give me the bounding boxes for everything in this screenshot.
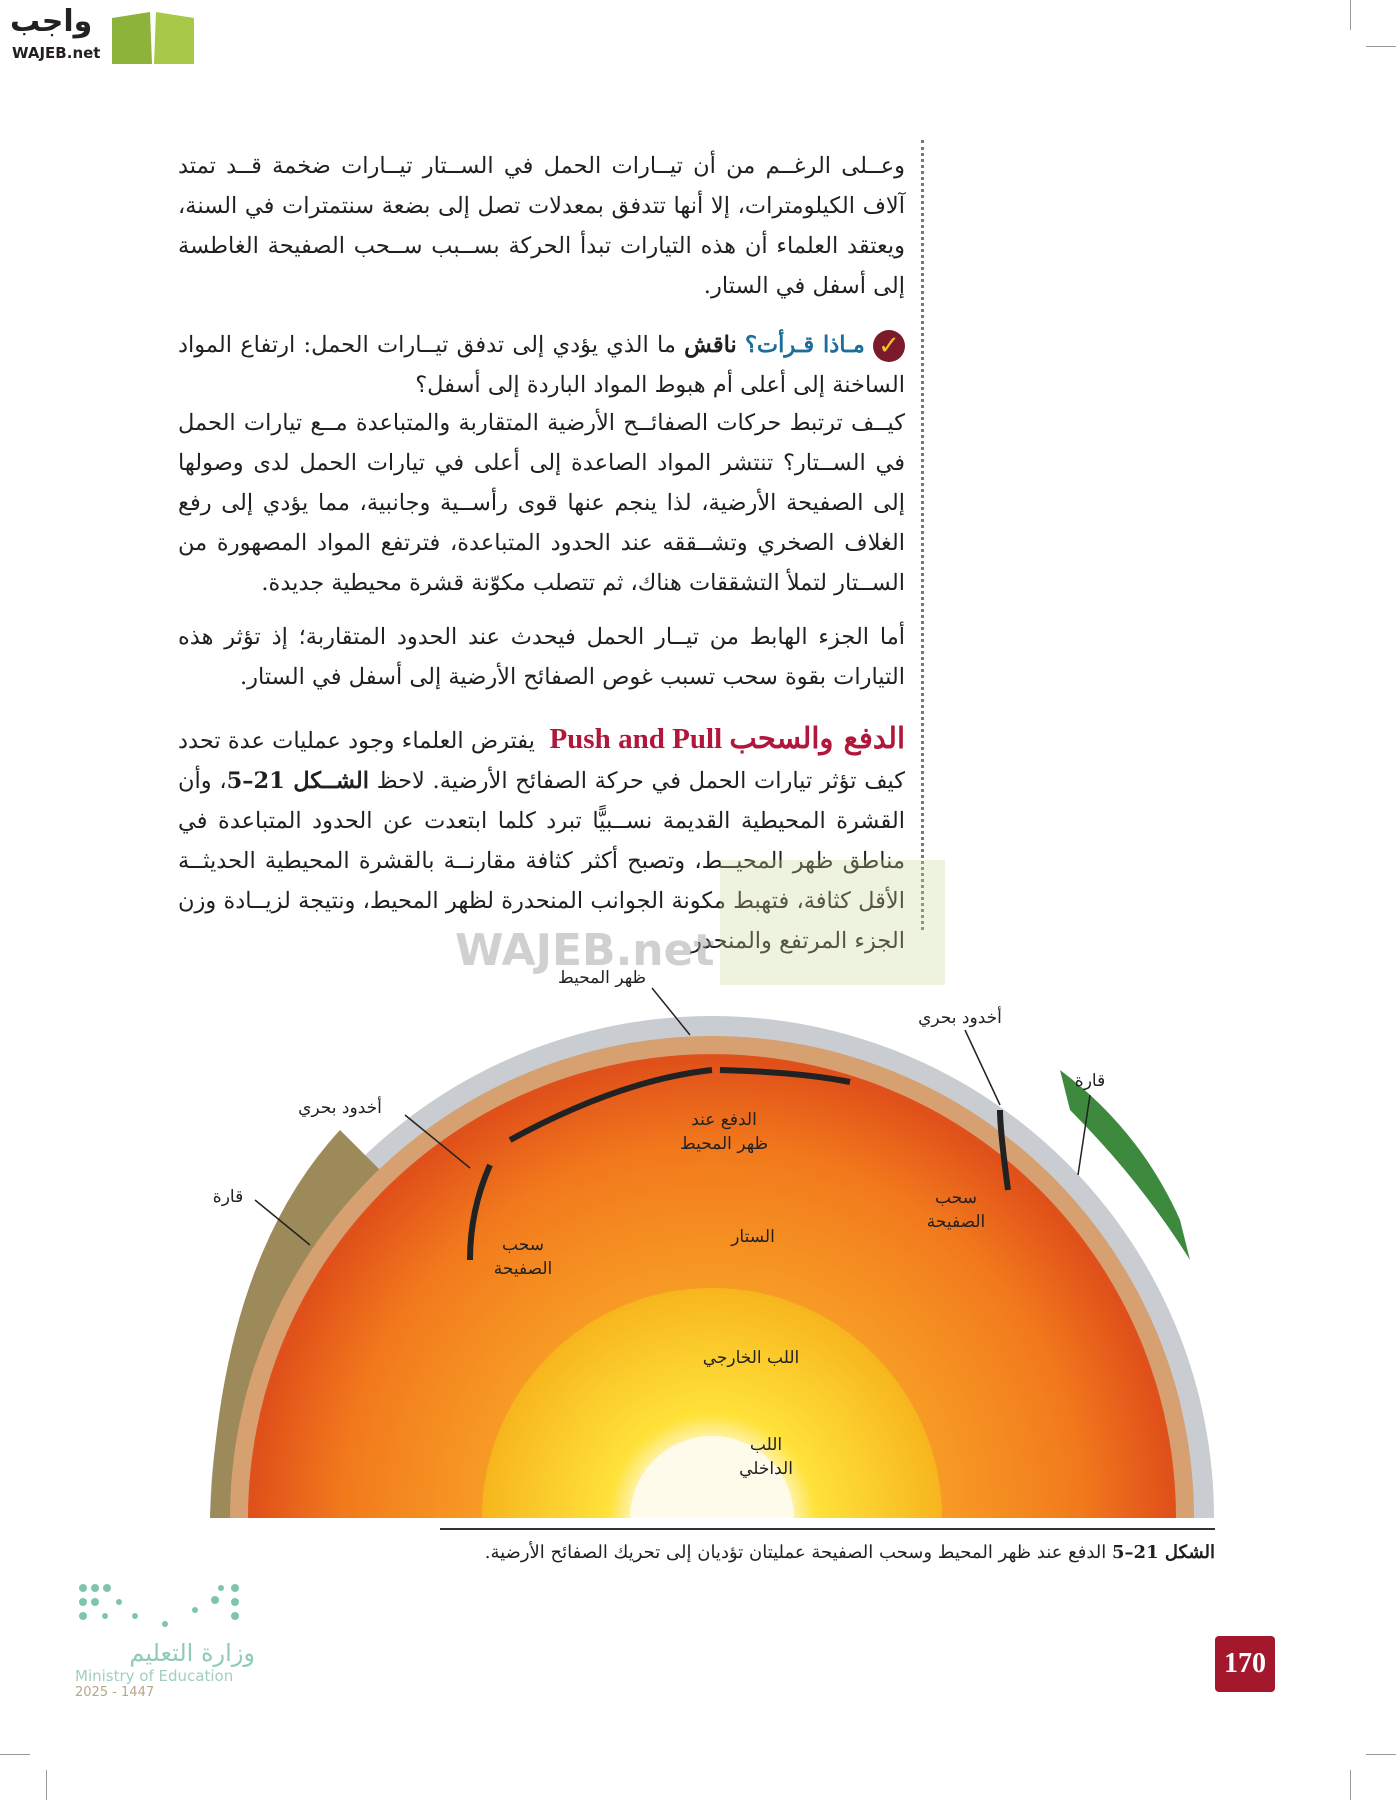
crop-mark <box>0 1754 30 1755</box>
mantle <box>248 1054 1176 1518</box>
crop-mark <box>1366 46 1396 47</box>
paragraph-2: كيــف ترتبط حركات الصفائــح الأرضية المت… <box>178 410 905 596</box>
convection-arrows <box>467 1067 1011 1261</box>
check-label: مـاذا قـرأت؟ <box>744 332 865 358</box>
watermark-text: WAJEB.net <box>455 925 715 976</box>
label-inner-core: اللب الداخلي <box>739 1435 793 1479</box>
check-verb: ناقش <box>684 332 737 358</box>
ministry-english: Ministry of Education <box>75 1667 234 1685</box>
label-ridge: ظهر المحيط <box>557 968 647 988</box>
label-trench-right: أخدود بحري <box>918 1008 1002 1028</box>
logo-arabic: واجب <box>10 4 93 39</box>
reading-check: ✓ مـاذا قـرأت؟ ناقش ما الذي يؤدي إلى تدف… <box>178 325 906 405</box>
label-push: الدفع عند ظهر المحيط <box>679 1110 769 1154</box>
continent-right <box>1060 1070 1190 1260</box>
page-number: 170 <box>1215 1636 1275 1692</box>
ministry-logo: وزارة التعليم Ministry of Education 2025… <box>75 1580 255 1730</box>
label-continent-left: قارة <box>212 1187 244 1207</box>
label-continent-right: قارة <box>1074 1071 1106 1091</box>
margin-divider <box>921 140 924 930</box>
paragraph-4-text-cont: ، وأن القشرة المحيطية القديمة نســبيًّا … <box>178 768 905 954</box>
crop-mark <box>1366 1754 1396 1755</box>
paragraph-3: أما الجزء الهابط من تيــار الحمل فيحدث ع… <box>178 624 905 690</box>
inner-core <box>630 1436 794 1518</box>
caption-number: الشكل 21–5 <box>1112 1542 1215 1563</box>
leader-lines <box>254 987 1091 1246</box>
figure-reference: الشــكل 21–5 <box>226 768 370 794</box>
paragraph-1: وعــلى الرغــم من أن تيــارات الحمل في ا… <box>178 153 905 299</box>
section-heading-arabic: الدفع والسحب <box>729 721 905 755</box>
ministry-dots-icon <box>79 1584 239 1627</box>
crop-mark <box>1350 0 1351 30</box>
crop-mark <box>1350 1770 1351 1800</box>
wajeb-logo: واجب WAJEB.net <box>10 4 195 68</box>
check-icon: ✓ <box>873 330 906 362</box>
watermark-book <box>720 860 945 985</box>
figure-caption: الشكل 21–5 الدفع عند ظهر المحيط وسحب الص… <box>440 1528 1215 1563</box>
check-question: ما الذي يؤدي إلى تدفق تيــارات الحمل: ار… <box>178 332 905 398</box>
caption-text: الدفع عند ظهر المحيط وسحب الصفيحة عمليتا… <box>484 1542 1107 1563</box>
paragraph-4: الدفع والسحب Push and Pull يفترض العلماء… <box>178 718 905 961</box>
logo-latin: WAJEB.net <box>12 44 101 62</box>
earth-cross-section <box>210 987 1214 1518</box>
crop-mark <box>46 1770 47 1800</box>
label-pull-right: سحب الصفيحة <box>926 1188 986 1232</box>
label-outer-core: اللب الخارجي <box>702 1348 800 1368</box>
book-icon <box>112 12 194 64</box>
ministry-year: 2025 - 1447 <box>75 1685 155 1700</box>
label-trench-left: أخدود بحري <box>298 1098 382 1118</box>
label-pull-left: سحب الصفيحة <box>493 1235 553 1279</box>
section-heading-english: Push and Pull <box>549 723 723 755</box>
ministry-arabic: وزارة التعليم <box>129 1639 255 1667</box>
paragraph-4-text: يفترض العلماء وجود عمليات عدة تحدد كيف ت… <box>178 728 905 794</box>
outer-core <box>482 1288 942 1518</box>
label-mantle: الستار <box>731 1227 775 1247</box>
